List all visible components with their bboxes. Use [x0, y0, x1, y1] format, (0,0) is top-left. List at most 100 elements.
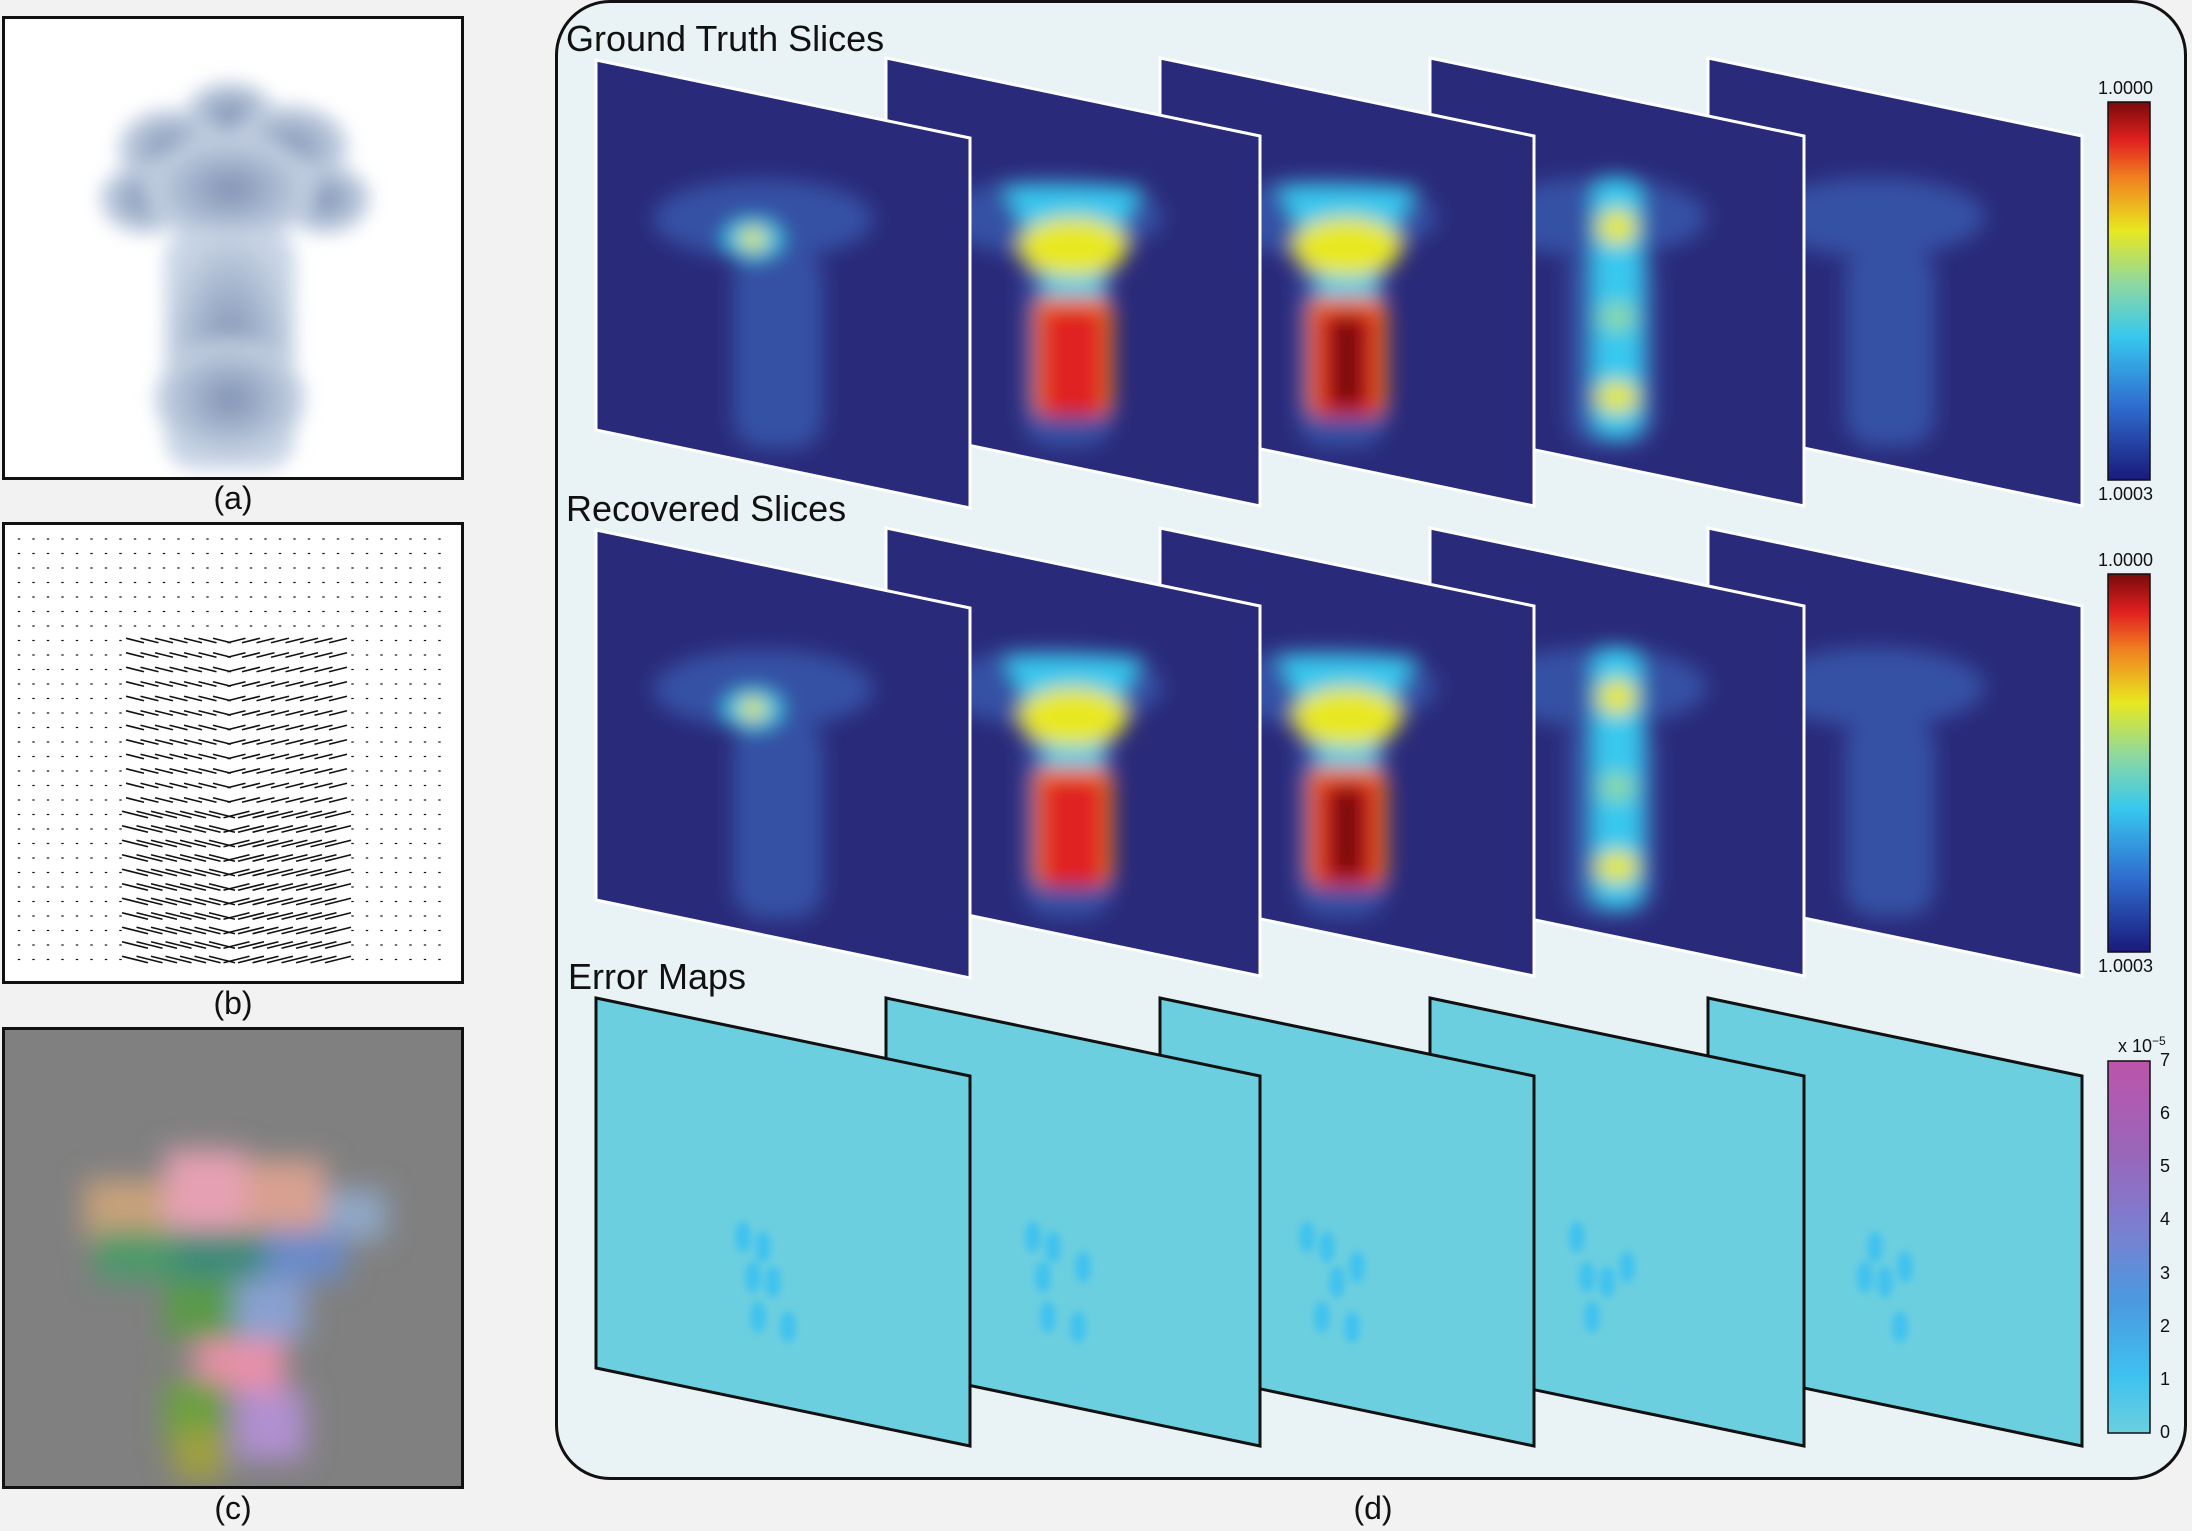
velocity-arrow: [256, 753, 275, 760]
smoke-render-panel: [2, 16, 464, 480]
velocity-arrow: [183, 666, 203, 673]
velocity-arrow: [169, 724, 188, 731]
velocity-arrow: [165, 882, 192, 892]
velocity-arrow: [140, 695, 159, 702]
velocity-arrow: [150, 810, 178, 819]
velocity-arrow: [121, 897, 149, 906]
velocity-arrow: [237, 897, 265, 906]
velocity-arrow: [241, 695, 261, 702]
velocity-arrow: [328, 709, 348, 717]
err-scale-exponent: −5: [2152, 1034, 2166, 1048]
velocity-arrow: [179, 868, 207, 877]
velocity-arrow: [183, 709, 203, 717]
velocity-arrow: [154, 724, 174, 731]
error-tick-label: 0: [2160, 1422, 2171, 1442]
velocity-arrow: [252, 853, 279, 863]
error-maps-title: Error Maps: [568, 956, 747, 997]
velocity-arrow: [328, 637, 348, 644]
velocity-arrow: [165, 868, 192, 877]
velocity-arrow: [252, 882, 279, 892]
velocity-arrow: [194, 810, 221, 819]
velocity-arrow: [324, 940, 352, 950]
velocity-arrow: [169, 695, 188, 702]
velocity-arrow: [165, 839, 192, 848]
velocity-arrow: [285, 695, 304, 702]
velocity-arrow: [328, 753, 348, 760]
velocity-arrow: [223, 940, 250, 950]
velocity-arrow: [179, 911, 207, 921]
velocity-arrow: [194, 824, 221, 834]
velocity-arrow: [140, 709, 159, 717]
velocity-arrow: [237, 955, 265, 964]
velocity-arrow: [310, 882, 337, 892]
velocity-arrow: [295, 882, 323, 892]
velocity-arrow: [121, 853, 149, 863]
velocity-arrow: [328, 680, 348, 688]
velocity-arrow: [136, 839, 163, 848]
velocity-arrow: [256, 709, 275, 717]
velocity-arrow: [314, 695, 333, 702]
velocity-arrow: [227, 666, 246, 673]
velocity-arrow: [295, 897, 323, 906]
velocity-arrow: [310, 868, 337, 877]
velocity-arrow: [194, 868, 221, 877]
velocity-arrow: [125, 796, 145, 804]
velocity-arrow: [179, 824, 207, 834]
velocity-arrow: [121, 868, 149, 877]
velocity-arrow: [299, 724, 319, 731]
caption-b: (b): [213, 985, 253, 1021]
velocity-arrow: [165, 940, 192, 950]
velocity-arrow: [150, 926, 178, 935]
velocity-arrow: [270, 796, 290, 804]
velocity-arrow: [328, 782, 348, 789]
velocity-arrow: [256, 680, 275, 688]
color-blob-image: [85, 1150, 385, 1480]
velocity-arrow: [154, 796, 174, 804]
velocity-arrow: [252, 911, 279, 921]
velocity-arrow: [154, 651, 174, 659]
velocity-arrow: [183, 637, 203, 644]
velocity-arrow: [281, 897, 308, 906]
velocity-arrow: [169, 753, 188, 760]
velocity-arrow: [266, 955, 294, 964]
velocity-arrow: [169, 782, 188, 789]
error-tick-label: 2: [2160, 1315, 2171, 1336]
error-colorbar: [2107, 1060, 2151, 1434]
velocity-arrow: [281, 824, 308, 834]
velocity-arrow: [183, 738, 203, 746]
velocity-arrow: [241, 753, 261, 760]
velocity-arrow: [299, 680, 319, 688]
velocity-arrow: [227, 651, 246, 659]
velocity-arrow: [328, 666, 348, 673]
velocity-arrow: [295, 810, 323, 819]
velocity-arrow: [169, 680, 188, 688]
velocity-arrow: [281, 940, 308, 950]
velocity-arrow: [266, 882, 294, 892]
velocity-arrow: [310, 897, 337, 906]
velocity-arrow: [324, 824, 352, 834]
velocity-arrow: [198, 724, 217, 731]
velocity-arrow: [140, 796, 159, 804]
velocity-arrow: [241, 767, 261, 775]
velocity-arrow: [299, 767, 319, 775]
ground-truth-slice: [594, 58, 972, 510]
velocity-arrow: [179, 955, 207, 964]
velocity-arrow: [125, 637, 145, 644]
velocity-arrow: [179, 882, 207, 892]
velocity-arrow: [194, 897, 221, 906]
velocity-arrow: [237, 824, 265, 834]
velocity-arrow: [198, 796, 217, 804]
velocity-arrow: [324, 955, 352, 964]
velocity-arrow: [237, 940, 265, 950]
velocity-arrow: [136, 897, 163, 906]
velocity-arrow: [183, 767, 203, 775]
velocity-arrow: [299, 651, 319, 659]
velocity-arrow: [314, 796, 333, 804]
velocity-arrow: [266, 868, 294, 877]
velocity-arrow: [223, 955, 250, 964]
velocity-arrow: [154, 695, 174, 702]
velocity-arrow: [324, 810, 352, 819]
velocity-arrow: [310, 839, 337, 848]
velocity-arrow: [270, 637, 290, 644]
gt-colorbar-max: 1.0000: [2098, 78, 2154, 98]
